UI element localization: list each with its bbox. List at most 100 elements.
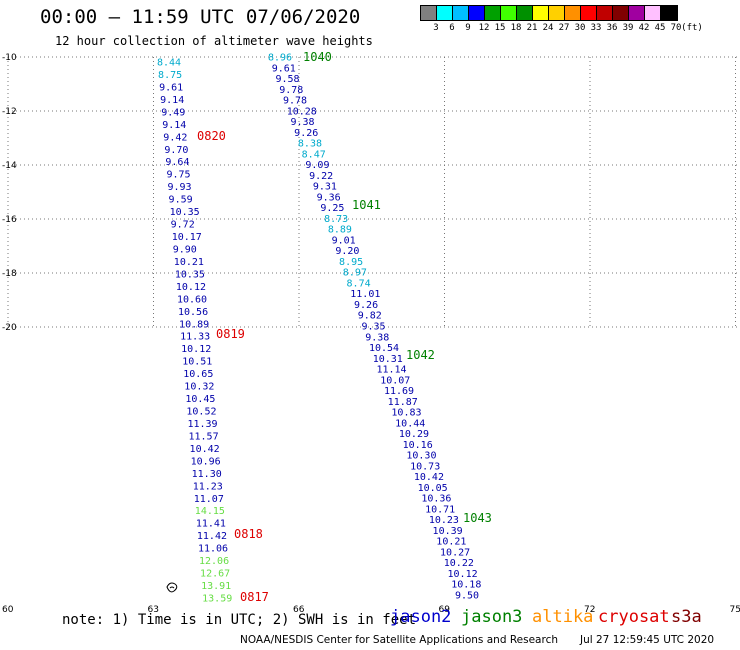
swh-label: 10.44 <box>395 418 425 429</box>
color-scale-label: 6 <box>449 23 455 33</box>
swh-label: 10.21 <box>436 537 466 548</box>
swh-label: 10.29 <box>399 429 429 440</box>
color-scale-label: 42 <box>638 23 650 33</box>
swh-label: 10.35 <box>170 207 200 218</box>
swh-label: 9.25 <box>320 203 344 214</box>
swh-label: 14.15 <box>195 506 225 517</box>
color-swatch <box>453 6 469 20</box>
color-swatch <box>469 6 485 20</box>
pass-label: 0818 <box>234 527 263 541</box>
swh-label: 10.21 <box>174 257 204 268</box>
color-swatch <box>549 6 565 20</box>
color-scale-label: 3 <box>433 23 439 33</box>
legend-altika: altika <box>532 607 594 627</box>
swh-label: 10.54 <box>369 343 399 354</box>
pass-label: 1042 <box>406 348 435 362</box>
pass-label: 1040 <box>303 50 332 64</box>
swh-label: 10.71 <box>425 504 455 515</box>
swh-label: 9.61 <box>272 63 296 74</box>
swh-label: 10.42 <box>190 444 220 455</box>
swh-label: 9.93 <box>168 182 192 193</box>
island-outline <box>169 586 175 589</box>
color-swatch <box>629 6 645 20</box>
color-scale-labels: 3 6 9 12 15 18 21 24 27 30 33 36 39 42 45 70 (ft) <box>420 21 703 33</box>
swh-label: 9.35 <box>362 322 386 333</box>
swh-label: 9.38 <box>365 332 389 343</box>
color-swatch <box>565 6 581 20</box>
swh-label: 9.14 <box>162 120 186 131</box>
swh-label: 11.87 <box>388 397 418 408</box>
swh-label: 8.44 <box>157 58 181 69</box>
swh-label: 11.06 <box>198 544 228 555</box>
x-tick-label: 72 <box>584 605 595 615</box>
swh-label: 9.31 <box>313 182 337 193</box>
swh-label: 10.32 <box>184 382 214 393</box>
swh-label: 10.45 <box>185 394 215 405</box>
swh-label: 9.61 <box>159 82 183 93</box>
color-scale-label: 36 <box>606 23 618 33</box>
swh-label: 10.28 <box>287 106 317 117</box>
swh-label: 11.23 <box>193 481 223 492</box>
swh-label: 8.74 <box>347 278 371 289</box>
color-scale-label: (ft) <box>681 23 703 33</box>
swh-label: 8.95 <box>339 257 363 268</box>
swh-label: 9.59 <box>169 195 193 206</box>
swh-label: 10.27 <box>440 547 470 558</box>
swh-label: 10.22 <box>444 558 474 569</box>
legend-s3a: s3a <box>671 607 702 627</box>
swh-label: 10.12 <box>448 569 478 580</box>
color-scale-label: 30 <box>574 23 586 33</box>
page-subtitle: 12 hour collection of altimeter wave hei… <box>55 34 373 48</box>
swh-label: 9.75 <box>166 170 190 181</box>
swh-label: 9.50 <box>455 591 479 602</box>
legend-cryosat: cryosat <box>598 607 670 627</box>
swh-label: 10.12 <box>181 344 211 355</box>
swh-label: 8.38 <box>298 139 322 150</box>
color-scale-label: 45 <box>654 23 666 33</box>
swh-label: 9.42 <box>163 132 187 143</box>
footer-note: note: 1) Time is in UTC; 2) SWH is in fe… <box>62 612 417 628</box>
swh-label: 10.52 <box>186 407 216 418</box>
credit-timestamp: Jul 27 12:59:45 UTC 2020 <box>580 634 715 646</box>
swh-label: 10.56 <box>178 307 208 318</box>
pass-label: 0820 <box>197 129 226 143</box>
swh-label: 10.07 <box>380 375 410 386</box>
swh-label: 10.35 <box>175 269 205 280</box>
swh-label: 10.31 <box>373 354 403 365</box>
y-tick-label: -14 <box>2 161 17 171</box>
swh-label: 9.26 <box>294 128 318 139</box>
y-tick-label: -20 <box>2 323 17 333</box>
swh-label: 10.05 <box>418 483 448 494</box>
color-swatch <box>421 6 437 20</box>
x-tick-label: 66 <box>293 605 305 615</box>
color-scale-label: 18 <box>510 23 522 33</box>
swh-label: 11.07 <box>194 494 224 505</box>
color-swatch <box>581 6 597 20</box>
x-tick-label: 63 <box>148 605 159 615</box>
color-swatches <box>420 5 678 21</box>
island-outline <box>166 582 178 593</box>
color-swatch <box>437 6 453 20</box>
swh-label: 8.97 <box>343 268 367 279</box>
swh-label: 11.41 <box>196 519 226 530</box>
pass-label: 0819 <box>216 327 245 341</box>
swh-label: 11.39 <box>187 419 217 430</box>
swh-label: 8.73 <box>324 214 348 225</box>
swh-label: 8.89 <box>328 225 352 236</box>
legend-jason3: jason3 <box>461 607 523 627</box>
swh-label: 9.01 <box>332 235 356 246</box>
swh-label: 9.20 <box>335 246 359 257</box>
credit-text: NOAA/NESDIS Center for Satellite Applica… <box>240 634 558 646</box>
swh-label: 9.82 <box>358 311 382 322</box>
swh-label: 13.59 <box>202 594 232 605</box>
swh-label: 8.96 <box>268 53 292 64</box>
color-scale-label: 15 <box>494 23 506 33</box>
swh-label: 10.39 <box>433 526 463 537</box>
swh-label: 11.33 <box>180 332 210 343</box>
y-tick-label: -16 <box>2 215 17 225</box>
color-scale-label: 33 <box>590 23 602 33</box>
color-swatch <box>485 6 501 20</box>
swh-label: 9.72 <box>171 220 195 231</box>
x-tick-label: 60 <box>2 605 14 615</box>
color-swatch <box>501 6 517 20</box>
